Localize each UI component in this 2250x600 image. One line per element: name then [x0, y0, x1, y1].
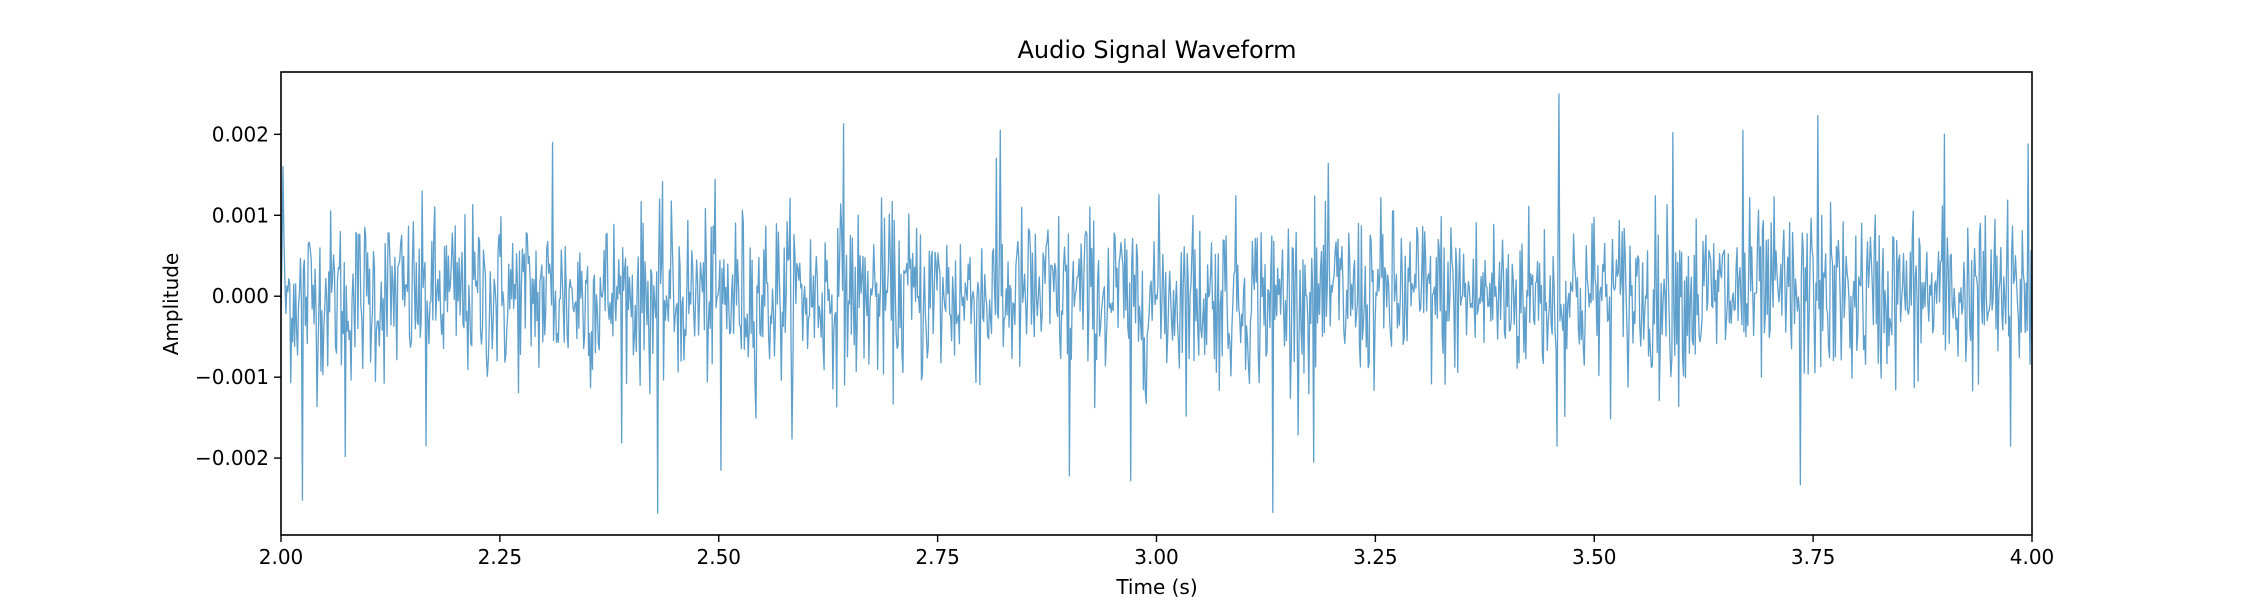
chart-title: Audio Signal Waveform — [1017, 36, 1296, 64]
x-axis-ticks: 2.00 2.25 2.50 2.75 3.00 3.25 3.50 3.75 4.00 — [259, 535, 2055, 569]
x-tick-label: 3.00 — [1134, 545, 1179, 569]
x-tick-label: 3.25 — [1353, 545, 1398, 569]
x-tick-label: 2.25 — [478, 545, 523, 569]
x-tick-label: 3.50 — [1572, 545, 1617, 569]
y-axis-title: Amplitude — [159, 253, 183, 356]
waveform-series-line — [281, 93, 2032, 514]
x-axis-title: Time (s) — [1115, 575, 1197, 599]
y-tick-label: 0.002 — [212, 122, 269, 146]
x-tick-label: 2.50 — [696, 545, 741, 569]
x-tick-label: 3.75 — [1791, 545, 1836, 569]
y-tick-label: −0.001 — [195, 365, 269, 389]
y-tick-label: 0.000 — [212, 284, 269, 308]
y-tick-label: −0.002 — [195, 446, 269, 470]
x-tick-label: 2.75 — [915, 545, 960, 569]
y-tick-label: 0.001 — [212, 203, 269, 227]
x-tick-label: 4.00 — [2010, 545, 2055, 569]
x-tick-label: 2.00 — [259, 545, 304, 569]
y-axis-ticks: −0.002 −0.001 0.000 0.001 0.002 — [195, 122, 281, 470]
